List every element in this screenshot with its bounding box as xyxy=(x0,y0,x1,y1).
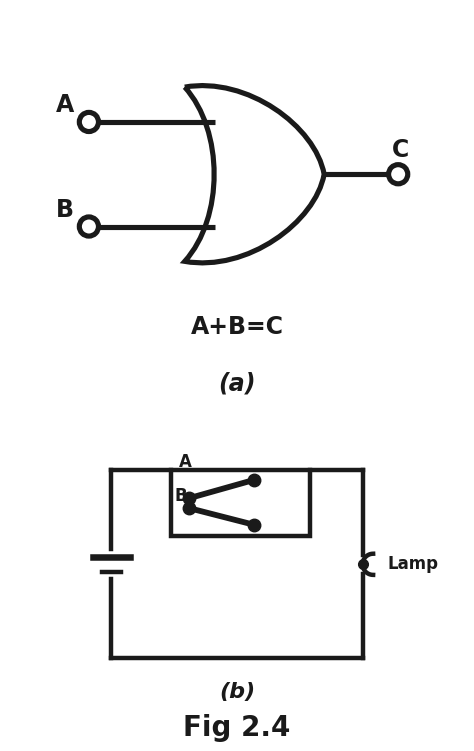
Text: (b): (b) xyxy=(219,681,255,701)
Text: C: C xyxy=(392,138,409,162)
Circle shape xyxy=(79,217,99,236)
Text: Fig 2.4: Fig 2.4 xyxy=(183,714,291,742)
Bar xyxy=(171,470,310,536)
Text: (a): (a) xyxy=(218,371,256,395)
PathPatch shape xyxy=(185,86,324,263)
Text: A: A xyxy=(179,453,192,471)
Text: Lamp: Lamp xyxy=(387,555,438,573)
Text: A+B=C: A+B=C xyxy=(191,315,283,339)
Text: B: B xyxy=(175,487,187,505)
Circle shape xyxy=(389,164,408,184)
Text: B: B xyxy=(56,198,74,222)
Text: A: A xyxy=(56,93,74,117)
Circle shape xyxy=(79,113,99,131)
